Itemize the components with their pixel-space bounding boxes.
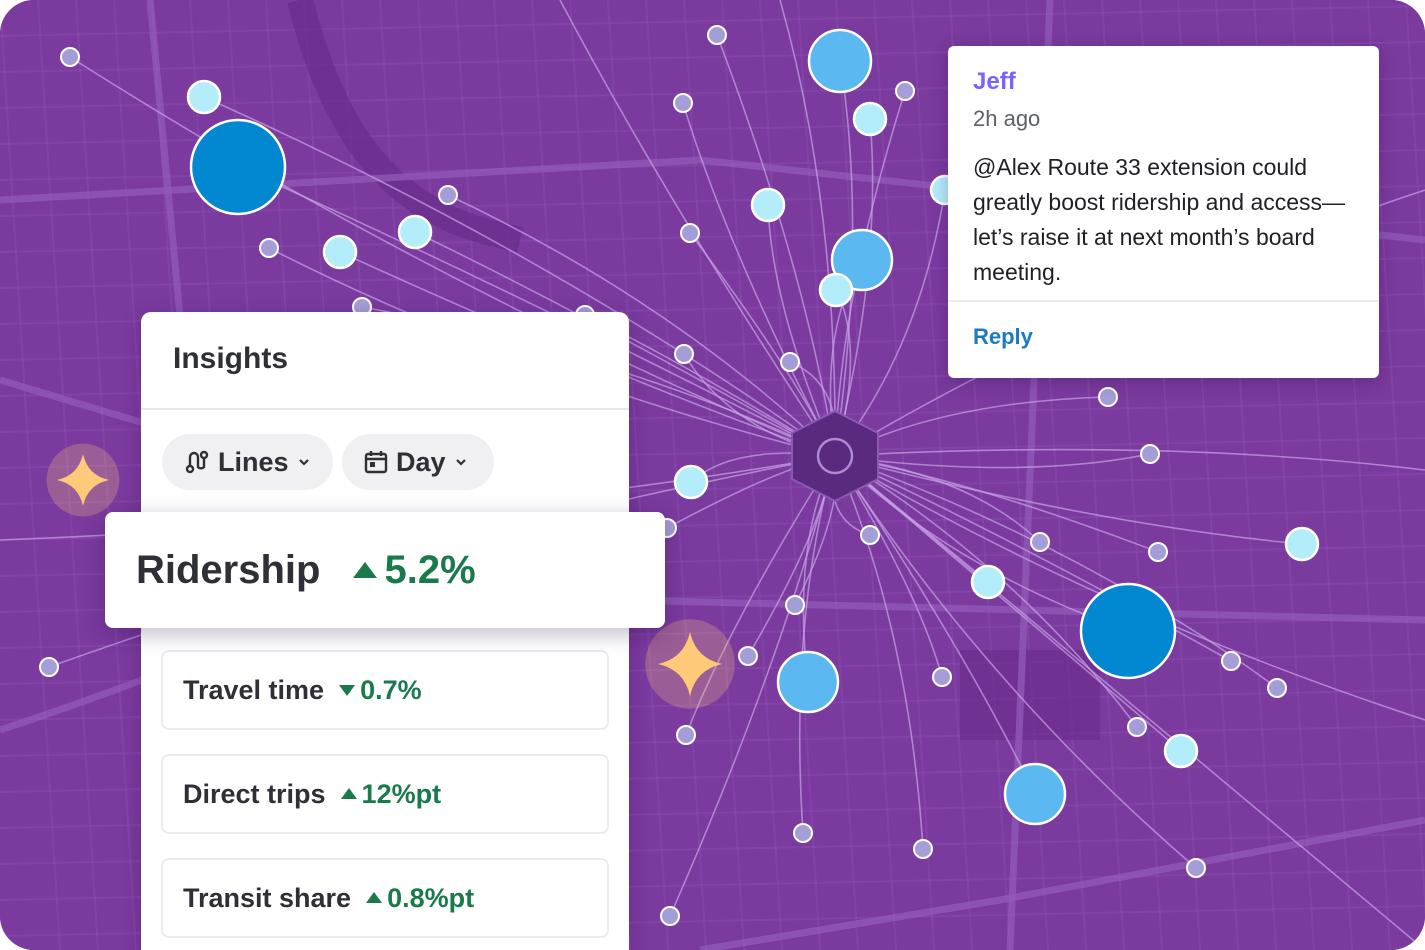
transit-stop[interactable] bbox=[186, 79, 222, 115]
transit-stop[interactable] bbox=[818, 272, 854, 308]
triangle-up-icon bbox=[353, 562, 378, 578]
transit-stop-minor[interactable] bbox=[1221, 651, 1241, 671]
transit-stop[interactable] bbox=[970, 564, 1006, 600]
transit-stop-minor[interactable] bbox=[1098, 387, 1118, 407]
metric-direct-trips[interactable]: Direct trips 12%pt bbox=[161, 754, 609, 834]
transit-stop[interactable] bbox=[1079, 582, 1177, 680]
metric-transit-share[interactable]: Transit share 0.8%pt bbox=[161, 858, 609, 938]
day-filter-button[interactable]: Day bbox=[342, 434, 494, 490]
metric-change-value: 0.7% bbox=[360, 674, 422, 705]
metric-label: Travel time bbox=[183, 674, 325, 705]
transit-stop[interactable] bbox=[397, 214, 433, 250]
transit-stop[interactable] bbox=[852, 101, 888, 137]
metric-label: Direct trips bbox=[183, 778, 326, 809]
transit-stop-minor[interactable] bbox=[673, 93, 693, 113]
transit-stop[interactable] bbox=[830, 228, 894, 292]
transit-stop[interactable] bbox=[1284, 526, 1320, 562]
lines-filter-button[interactable]: Lines bbox=[162, 434, 333, 490]
triangle-up-icon bbox=[340, 788, 357, 799]
transit-stop-minor[interactable] bbox=[1127, 717, 1147, 737]
transit-stop-minor[interactable] bbox=[674, 344, 694, 364]
transit-stop-minor[interactable] bbox=[932, 667, 952, 687]
metric-travel-time[interactable]: Travel time 0.7% bbox=[161, 650, 609, 730]
transit-stop-minor[interactable] bbox=[1148, 542, 1168, 562]
metric-change: 0.8%pt bbox=[365, 883, 474, 914]
transit-stop-minor[interactable] bbox=[1186, 858, 1206, 878]
ridership-change: 5.2% bbox=[352, 547, 476, 593]
comment-card: Jeff 2h ago @Alex Route 33 extension cou… bbox=[948, 46, 1379, 378]
transit-stop[interactable] bbox=[807, 28, 873, 94]
lines-filter-label: Lines bbox=[218, 446, 289, 477]
transit-stop-minor[interactable] bbox=[1030, 532, 1050, 552]
panel-title: Insights bbox=[173, 342, 289, 375]
transit-stop-minor[interactable] bbox=[259, 238, 279, 258]
metric-label: Transit share bbox=[183, 882, 352, 913]
transit-stop-minor[interactable] bbox=[860, 525, 880, 545]
ridership-card[interactable]: Ridership 5.2% bbox=[105, 512, 665, 628]
transit-stop[interactable] bbox=[673, 464, 709, 500]
triangle-up-icon bbox=[366, 892, 383, 903]
chevron-down-icon bbox=[298, 459, 309, 466]
route-icon bbox=[185, 450, 209, 474]
transit-stop-minor[interactable] bbox=[785, 595, 805, 615]
transit-stop[interactable] bbox=[189, 118, 287, 216]
reply-button[interactable]: Reply bbox=[973, 324, 1033, 349]
transit-stop-minor[interactable] bbox=[780, 352, 800, 372]
transit-stop-minor[interactable] bbox=[438, 185, 458, 205]
transit-stop-minor[interactable] bbox=[895, 81, 915, 101]
transit-stop[interactable] bbox=[1003, 762, 1067, 826]
transit-stop-minor[interactable] bbox=[707, 25, 727, 45]
hub-icon[interactable] bbox=[791, 409, 879, 503]
transit-stop[interactable] bbox=[1163, 733, 1199, 769]
insights-panel: Insights Lines Day bbox=[141, 312, 629, 950]
transit-stop-minor[interactable] bbox=[660, 906, 680, 926]
transit-stop-minor[interactable] bbox=[680, 223, 700, 243]
transit-stop[interactable] bbox=[322, 234, 358, 270]
transit-stop-minor[interactable] bbox=[1267, 678, 1287, 698]
calendar-icon bbox=[364, 451, 388, 474]
day-filter-label: Day bbox=[396, 446, 446, 477]
divider bbox=[141, 408, 629, 410]
transit-stop-minor[interactable] bbox=[60, 47, 80, 67]
transit-stop-minor[interactable] bbox=[676, 725, 696, 745]
divider bbox=[948, 300, 1379, 302]
transit-stop-minor[interactable] bbox=[738, 646, 758, 666]
ridership-change-value: 5.2% bbox=[384, 547, 476, 592]
comment-body: @Alex Route 33 extension could greatly b… bbox=[973, 154, 1346, 285]
chevron-down-icon bbox=[455, 459, 466, 466]
transit-stop-minor[interactable] bbox=[1140, 444, 1160, 464]
sparkle-icon bbox=[645, 619, 735, 709]
triangle-down-icon bbox=[339, 685, 356, 696]
ridership-label: Ridership bbox=[136, 547, 321, 592]
transit-stop[interactable] bbox=[776, 650, 840, 714]
sparkle-icon bbox=[46, 443, 120, 517]
transit-stop[interactable] bbox=[750, 187, 786, 223]
transit-stop-minor[interactable] bbox=[39, 657, 59, 677]
metric-change-value: 12%pt bbox=[361, 778, 442, 809]
metric-change: 12%pt bbox=[340, 778, 442, 810]
metric-change: 0.7% bbox=[338, 675, 422, 706]
comment-timestamp: 2h ago bbox=[973, 106, 1041, 131]
metric-change-value: 0.8%pt bbox=[387, 882, 475, 913]
comment-author[interactable]: Jeff bbox=[973, 68, 1016, 95]
transit-stop-minor[interactable] bbox=[913, 839, 933, 859]
transit-stop-minor[interactable] bbox=[793, 823, 813, 843]
